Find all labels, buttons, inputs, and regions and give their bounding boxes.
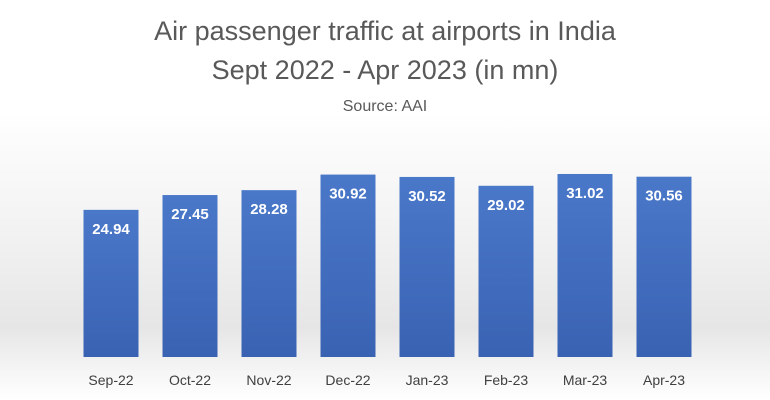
x-tick-label-dec-22: Dec-22 xyxy=(325,372,370,388)
x-tick-label-sep-22: Sep-22 xyxy=(88,372,133,388)
data-label-dec-22: 30.92 xyxy=(329,186,367,203)
bar-jan-23 xyxy=(399,176,455,357)
data-label-jan-23: 30.52 xyxy=(408,188,446,205)
x-tick-label-oct-22: Oct-22 xyxy=(169,372,211,388)
bar-dec-22 xyxy=(320,174,376,357)
data-label-mar-23: 31.02 xyxy=(566,185,604,202)
data-label-nov-22: 28.28 xyxy=(250,201,288,218)
chart-subtitle: Source: AAI xyxy=(342,98,428,115)
x-tick-label-nov-22: Nov-22 xyxy=(246,372,291,388)
x-tick-label-apr-23: Apr-23 xyxy=(643,372,685,388)
bar-feb-23 xyxy=(478,185,534,357)
data-label-feb-23: 29.02 xyxy=(487,197,525,214)
data-label-apr-23: 30.56 xyxy=(645,188,683,205)
chart-title-line-2: Sept 2022 - Apr 2023 (in mn) xyxy=(211,55,559,85)
bar-oct-22 xyxy=(162,195,218,357)
x-tick-label-feb-23: Feb-23 xyxy=(484,372,529,388)
data-label-sep-22: 24.94 xyxy=(92,221,130,238)
bar-nov-22 xyxy=(241,190,297,357)
x-tick-label-mar-23: Mar-23 xyxy=(563,372,608,388)
bar-sep-22 xyxy=(83,209,139,357)
chart-title-line-1: Air passenger traffic at airports in Ind… xyxy=(154,16,616,46)
x-tick-label-jan-23: Jan-23 xyxy=(406,372,449,388)
bar-mar-23 xyxy=(557,173,613,357)
bar-apr-23 xyxy=(636,176,692,357)
data-label-oct-22: 27.45 xyxy=(171,206,209,223)
